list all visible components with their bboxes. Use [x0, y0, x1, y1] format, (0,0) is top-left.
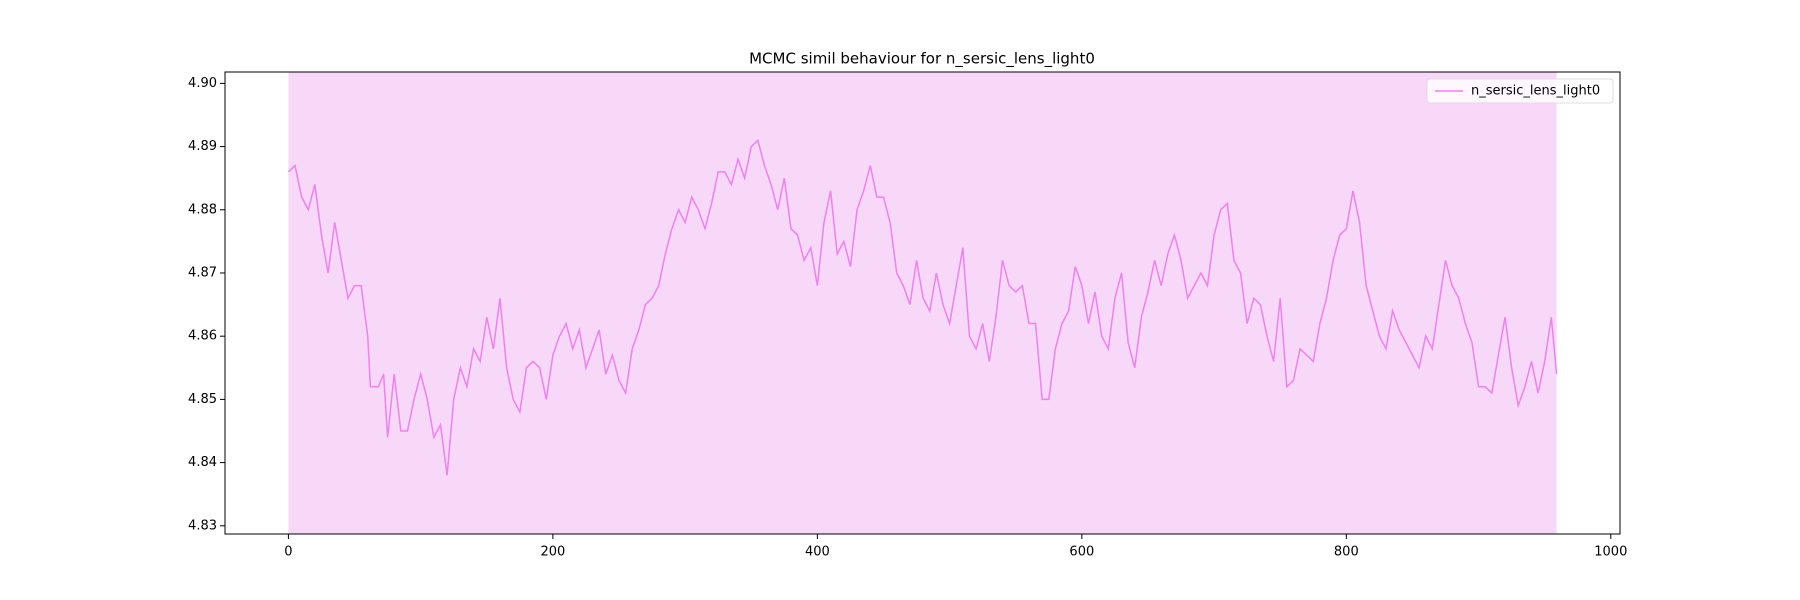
x-tick-label: 600 [1069, 545, 1094, 560]
span-region [288, 72, 1557, 534]
legend-box [1426, 78, 1614, 104]
x-tick-label: 1000 [1594, 545, 1627, 560]
data-line [287, 138, 1558, 476]
y-tick-label: 4.86 [188, 329, 217, 344]
y-tick-label: 4.84 [188, 455, 217, 470]
x-tick-label: 800 [1334, 545, 1359, 560]
x-tick-label: 400 [805, 545, 830, 560]
axes-frame [224, 71, 1621, 535]
x-tick-label: 200 [540, 545, 565, 560]
y-tick-label: 4.89 [188, 139, 217, 154]
y-tick-label: 4.87 [188, 265, 217, 280]
y-tick-label: 4.88 [188, 202, 217, 217]
y-tick-label: 4.83 [188, 518, 217, 533]
y-tick-label: 4.85 [188, 392, 217, 407]
y-tick-label: 4.90 [188, 76, 217, 91]
legend-label: n_sersic_lens_light0 [1471, 84, 1600, 99]
x-tick-label: 0 [284, 545, 292, 560]
chart-title: MCMC simil behaviour for n_sersic_lens_l… [749, 50, 1095, 69]
